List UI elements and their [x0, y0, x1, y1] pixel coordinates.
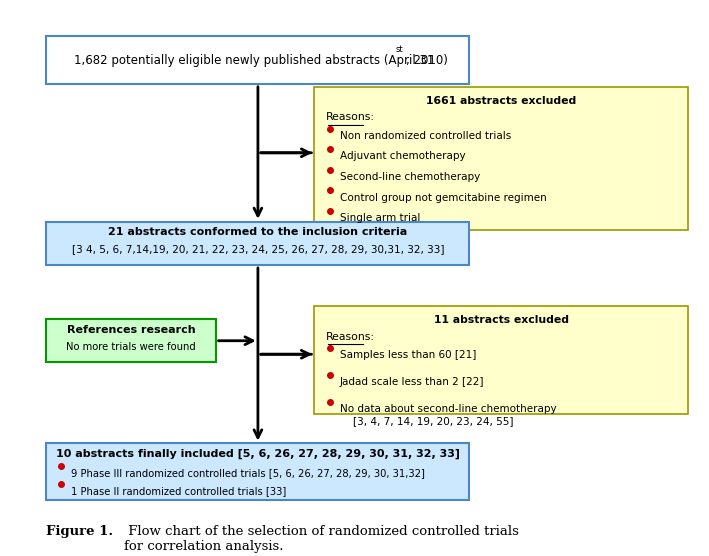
FancyBboxPatch shape [47, 222, 469, 265]
FancyBboxPatch shape [47, 319, 216, 363]
Text: No more trials were found: No more trials were found [66, 342, 196, 352]
Text: Reasons:: Reasons: [325, 331, 374, 341]
Text: Non randomized controlled trials: Non randomized controlled trials [340, 131, 511, 141]
Text: 9 Phase III randomized controlled trials [5, 6, 26, 27, 28, 29, 30, 31,32]: 9 Phase III randomized controlled trials… [71, 468, 425, 478]
Text: 11 abstracts excluded: 11 abstracts excluded [434, 315, 569, 325]
Text: 1,682 potentially eligible newly published abstracts (April 31: 1,682 potentially eligible newly publish… [74, 53, 435, 67]
Text: Flow chart of the selection of randomized controlled trials
for correlation anal: Flow chart of the selection of randomize… [124, 525, 519, 553]
Text: Second-line chemotherapy: Second-line chemotherapy [340, 172, 480, 182]
Text: No data about second-line chemotherapy
    [3, 4, 7, 14, 19, 20, 23, 24, 55]: No data about second-line chemotherapy [… [340, 404, 557, 425]
Text: 1 Phase II randomized controlled trials [33]: 1 Phase II randomized controlled trials … [71, 486, 286, 496]
FancyBboxPatch shape [314, 87, 688, 230]
Text: Adjuvant chemotherapy: Adjuvant chemotherapy [340, 151, 465, 161]
Text: [3 4, 5, 6, 7,14,19, 20, 21, 22, 23, 24, 25, 26, 27, 28, 29, 30,31, 32, 33]: [3 4, 5, 6, 7,14,19, 20, 21, 22, 23, 24,… [72, 245, 444, 255]
Text: Reasons:: Reasons: [325, 112, 374, 122]
Text: , 2010): , 2010) [406, 53, 448, 67]
FancyBboxPatch shape [314, 306, 688, 414]
Text: 10 abstracts finally included [5, 6, 26, 27, 28, 29, 30, 31, 32, 33]: 10 abstracts finally included [5, 6, 26,… [56, 449, 460, 459]
Text: Samples less than 60 [21]: Samples less than 60 [21] [340, 350, 476, 360]
Text: 1661 abstracts excluded: 1661 abstracts excluded [426, 96, 576, 106]
FancyBboxPatch shape [47, 36, 469, 84]
FancyBboxPatch shape [47, 444, 469, 500]
Text: Figure 1.: Figure 1. [47, 525, 113, 538]
Text: Control group not gemcitabine regimen: Control group not gemcitabine regimen [340, 192, 547, 202]
Text: Single arm trial: Single arm trial [340, 213, 420, 223]
Text: References research: References research [67, 325, 196, 335]
Text: Jadad scale less than 2 [22]: Jadad scale less than 2 [22] [340, 377, 484, 387]
Text: st: st [396, 44, 403, 54]
Text: 21 abstracts conformed to the inclusion criteria: 21 abstracts conformed to the inclusion … [108, 227, 408, 237]
